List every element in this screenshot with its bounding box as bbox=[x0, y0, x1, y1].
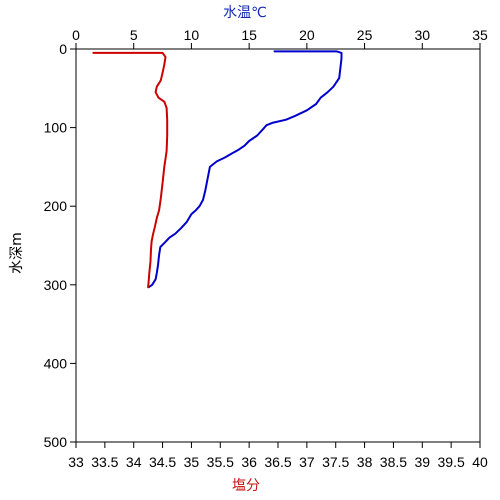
temperature-tick-label: 35 bbox=[472, 27, 488, 43]
depth-axis-ticks: 0 100 200 300 400 500 bbox=[44, 41, 76, 450]
salinity-tick-label: 40 bbox=[472, 454, 488, 470]
depth-tick-label: 400 bbox=[44, 355, 68, 371]
salinity-tick-label: 36 bbox=[241, 454, 257, 470]
temperature-profile-line bbox=[147, 50, 343, 289]
temperature-axis-ticks: 0 5 10 15 20 25 30 35 bbox=[72, 27, 488, 49]
depth-tick-label: 500 bbox=[44, 434, 68, 450]
depth-tick-label: 100 bbox=[44, 120, 68, 136]
salinity-tick-label: 35 bbox=[184, 454, 200, 470]
temperature-tick-label: 5 bbox=[130, 27, 138, 43]
temperature-tick-label: 15 bbox=[241, 27, 257, 43]
salinity-profile-line bbox=[92, 51, 169, 289]
salinity-axis-ticks: 33 33.5 34 34.5 35 35.5 36 36.5 37 37.5 38 38.5 39 39… bbox=[68, 442, 488, 470]
salinity-tick-label: 36.5 bbox=[264, 454, 291, 470]
salinity-tick-label: 35.5 bbox=[207, 454, 234, 470]
salinity-tick-label: 39.5 bbox=[438, 454, 465, 470]
depth-axis-title: 水深m bbox=[9, 232, 25, 274]
salinity-tick-label: 37.5 bbox=[322, 454, 349, 470]
temperature-tick-label: 30 bbox=[414, 27, 430, 43]
salinity-tick-label: 38.5 bbox=[380, 454, 407, 470]
series-layer bbox=[92, 50, 343, 289]
temperature-tick-label: 20 bbox=[299, 27, 315, 43]
depth-tick-label: 0 bbox=[59, 41, 67, 57]
salinity-tick-label: 33 bbox=[68, 454, 84, 470]
salinity-tick-label: 38 bbox=[357, 454, 373, 470]
salinity-axis-title: 塩分 bbox=[232, 478, 260, 494]
temperature-tick-label: 0 bbox=[72, 27, 80, 43]
plot-frame bbox=[75, 48, 481, 443]
temperature-tick-label: 10 bbox=[184, 27, 200, 43]
depth-tick-label: 200 bbox=[44, 198, 68, 214]
salinity-tick-label: 33.5 bbox=[91, 454, 118, 470]
temperature-tick-label: 25 bbox=[357, 27, 373, 43]
salinity-tick-label: 34.5 bbox=[149, 454, 176, 470]
salinity-tick-label: 37 bbox=[299, 454, 315, 470]
salinity-tick-label: 39 bbox=[414, 454, 430, 470]
salinity-tick-label: 34 bbox=[126, 454, 142, 470]
temperature-axis-title: 水温℃ bbox=[223, 5, 267, 21]
depth-tick-label: 300 bbox=[44, 277, 68, 293]
